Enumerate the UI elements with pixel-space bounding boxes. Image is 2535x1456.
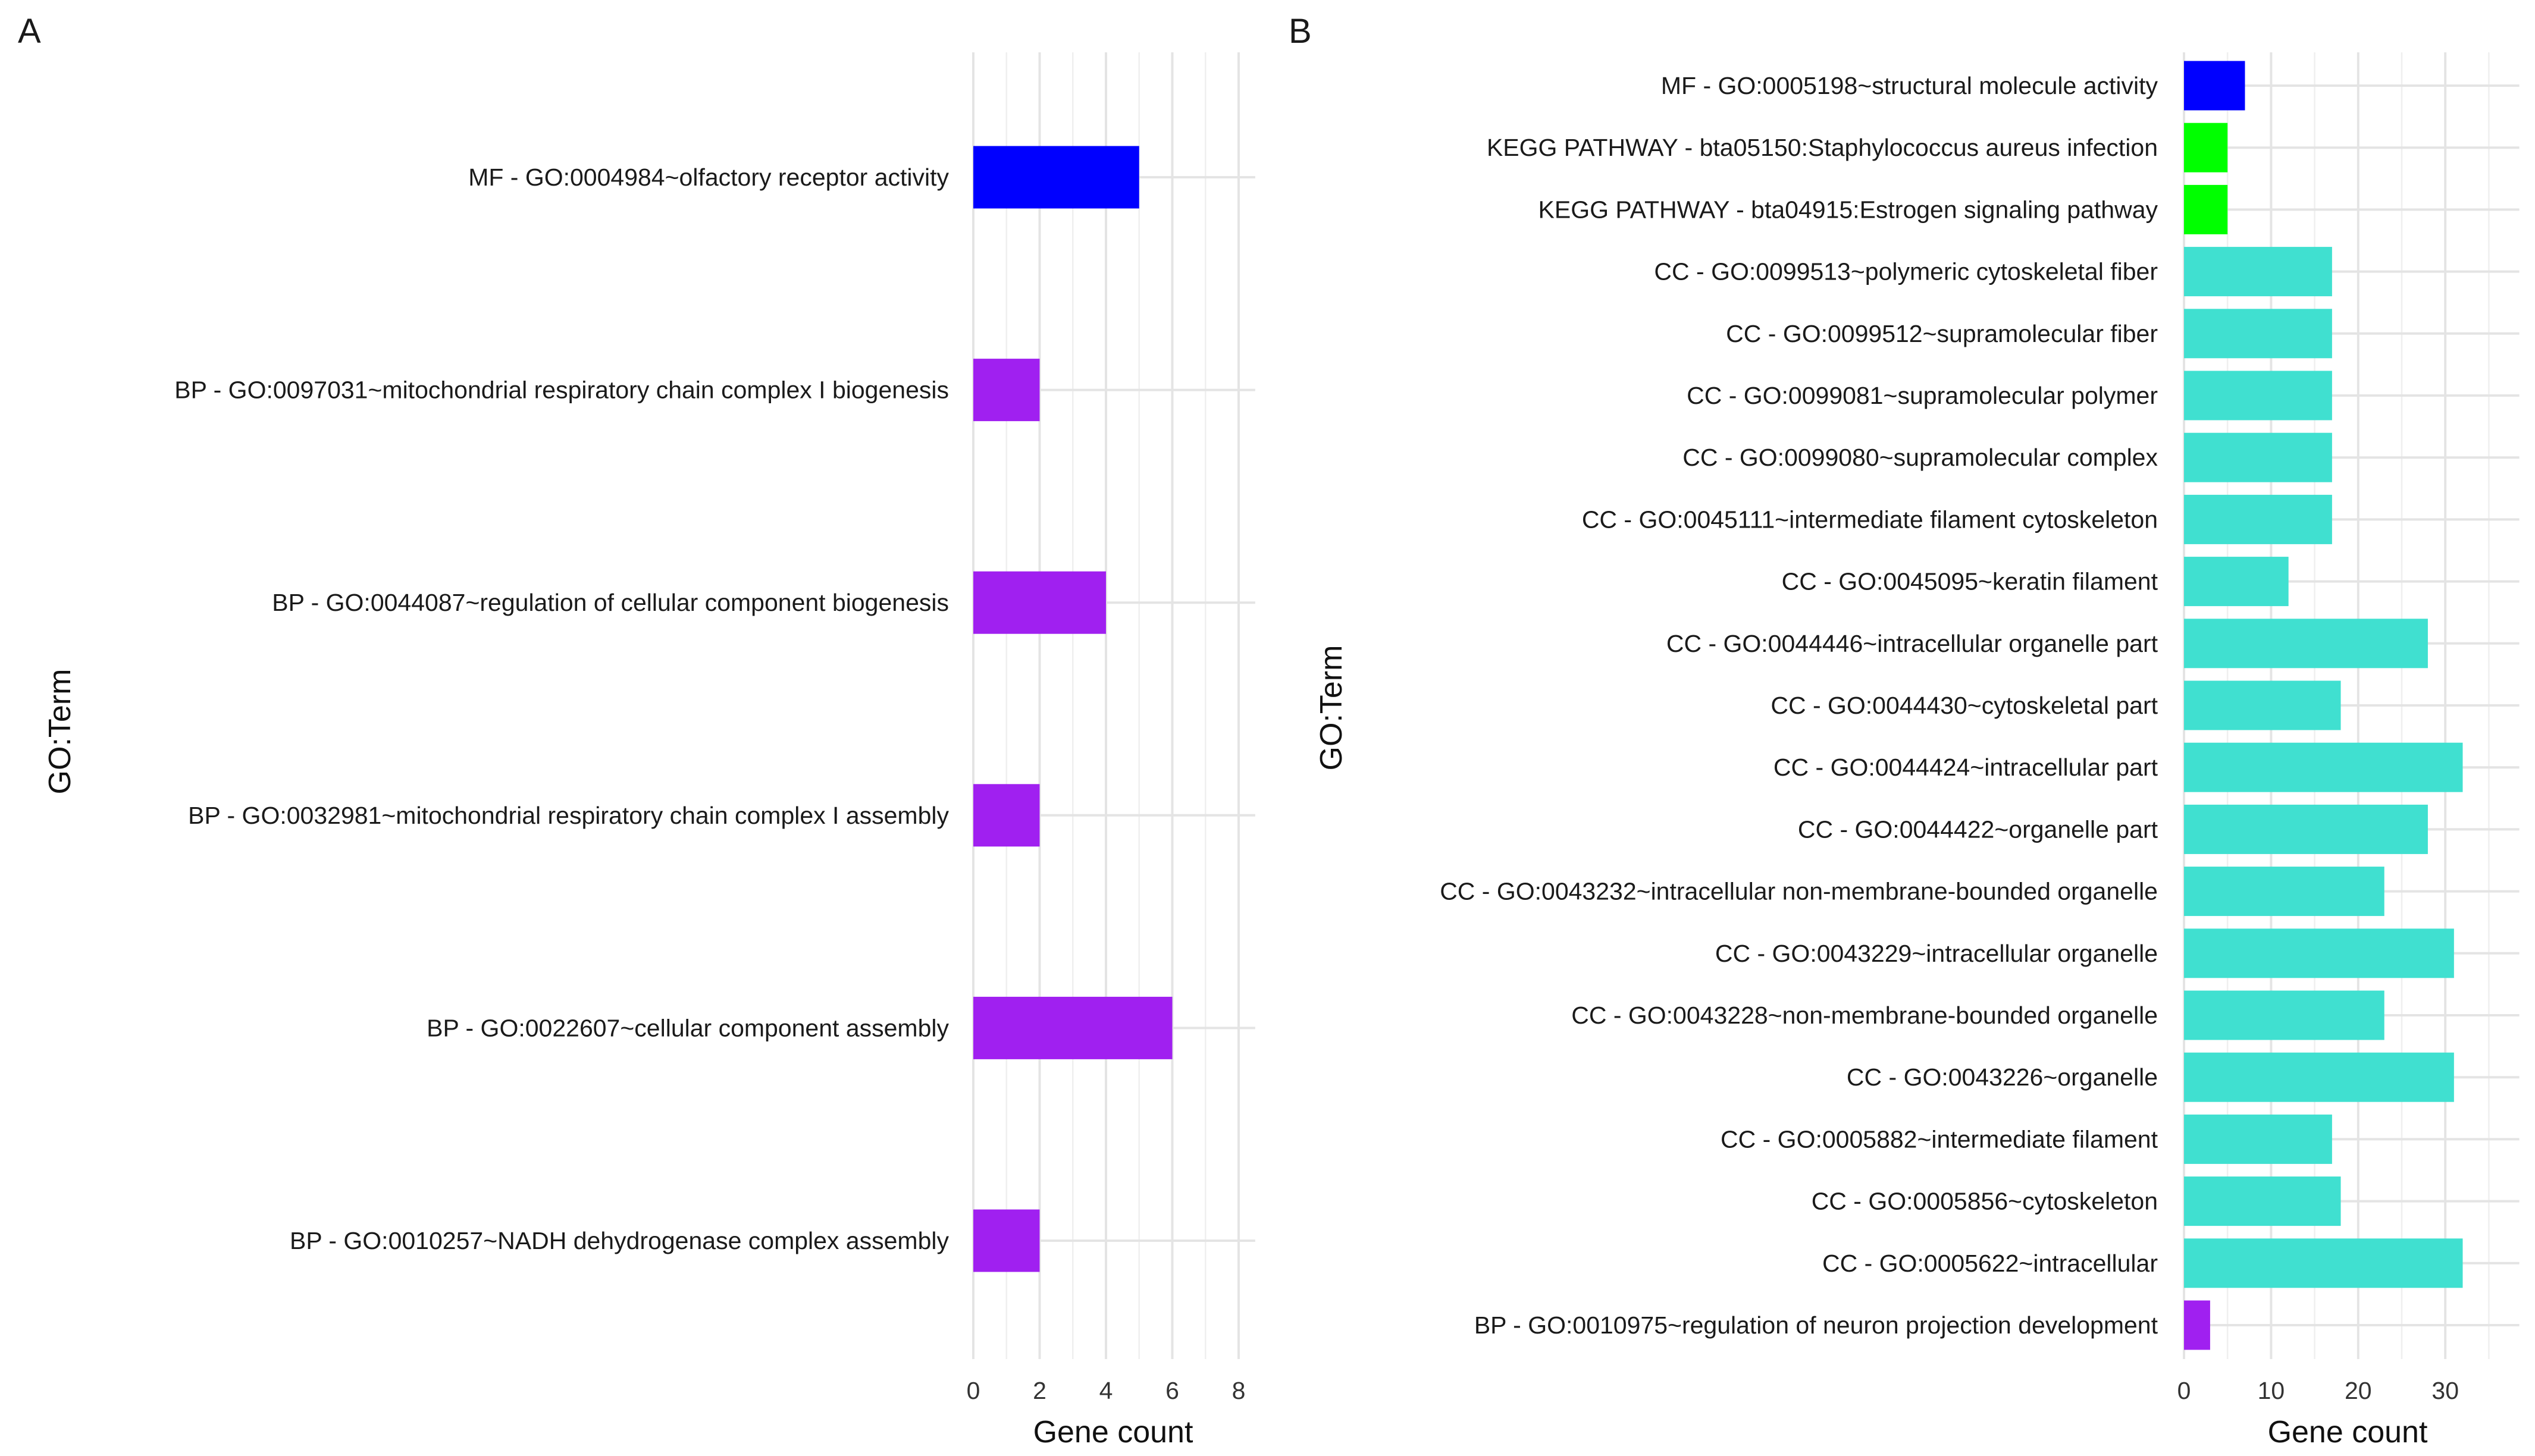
- panel-b-bar: [2184, 61, 2245, 111]
- panel-a-bar: [973, 146, 1139, 209]
- panel-b-category-label: CC - GO:0099512~supramolecular fiber: [1726, 320, 2158, 347]
- panel-b-bar: [2184, 494, 2332, 544]
- panel-a-bar: [973, 784, 1040, 847]
- panel-b-bar: [2184, 680, 2341, 730]
- panel-a-category-label: BP - GO:0044087~regulation of cellular c…: [272, 589, 949, 616]
- panel-a-bar: [973, 996, 1173, 1059]
- panel-b-bar: [2184, 1300, 2210, 1350]
- panel-a-category-labels: MF - GO:0004984~olfactory receptor activ…: [174, 164, 949, 1254]
- panel-b-bar: [2184, 867, 2384, 917]
- panel-a-category-label: MF - GO:0004984~olfactory receptor activ…: [468, 164, 949, 191]
- panel-b: B MF - GO:0005198~structural molecule ac…: [1289, 12, 2520, 1449]
- panel-b-x-tick-label: 20: [2345, 1377, 2372, 1404]
- panel-b-category-label: CC - GO:0043228~non-membrane-bounded org…: [1571, 1002, 2158, 1029]
- panel-a-letter: A: [18, 12, 41, 51]
- panel-a-category-label: BP - GO:0032981~mitochondrial respirator…: [188, 802, 949, 829]
- panel-b-category-label: CC - GO:0045111~intermediate filament cy…: [1582, 506, 2158, 533]
- panel-b-bar: [2184, 557, 2289, 607]
- panel-b-bars: [2184, 61, 2463, 1350]
- panel-b-category-label: CC - GO:0005856~cytoskeleton: [1812, 1188, 2158, 1215]
- panel-a-category-label: BP - GO:0010257~NADH dehydrogenase compl…: [290, 1227, 949, 1254]
- panel-a-bar: [973, 1209, 1040, 1272]
- panel-b-bar: [2184, 619, 2428, 669]
- panel-b-category-label: CC - GO:0044424~intracellular part: [1773, 754, 2158, 781]
- panel-b-category-label: CC - GO:0043229~intracellular organelle: [1715, 940, 2158, 967]
- panel-a-bar: [973, 571, 1106, 634]
- panel-b-bar: [2184, 1176, 2341, 1226]
- panel-b-category-label: CC - GO:0044446~intracellular organelle …: [1666, 630, 2158, 657]
- panel-b-category-labels: MF - GO:0005198~structural molecule acti…: [1440, 72, 2158, 1339]
- panel-b-bar: [2184, 1114, 2332, 1164]
- panel-a-x-tick-label: 4: [1099, 1377, 1113, 1404]
- panel-b-category-label: CC - GO:0099081~supramolecular polymer: [1687, 382, 2158, 409]
- panel-a-y-axis-title: GO:Term: [43, 669, 77, 795]
- panel-b-bar: [2184, 990, 2384, 1040]
- panel-b-bar: [2184, 1238, 2463, 1288]
- panel-a-bar: [973, 359, 1040, 422]
- panel-b-bar: [2184, 371, 2332, 421]
- panel-b-x-tick-label: 10: [2258, 1377, 2285, 1404]
- panel-a-x-tick-label: 8: [1232, 1377, 1246, 1404]
- panel-b-bar: [2184, 309, 2332, 359]
- panel-b-category-label: BP - GO:0010975~regulation of neuron pro…: [1474, 1311, 2158, 1339]
- panel-a-grid: [972, 52, 1255, 1359]
- panel-b-category-label: KEGG PATHWAY - bta04915:Estrogen signali…: [1538, 196, 2158, 223]
- panel-b-x-axis-title: Gene count: [2268, 1415, 2428, 1449]
- panel-b-bar: [2184, 928, 2454, 978]
- panel-b-x-tick-label: 0: [2177, 1377, 2191, 1404]
- panel-a-x-axis-title: Gene count: [1033, 1415, 1193, 1449]
- panel-b-category-label: CC - GO:0005882~intermediate filament: [1721, 1125, 2158, 1153]
- panel-b-category-label: KEGG PATHWAY - bta05150:Staphylococcus a…: [1487, 134, 2158, 161]
- panel-a: A MF - GO:0004984~olfactory receptor act…: [18, 12, 1255, 1449]
- panel-b-category-label: CC - GO:0005622~intracellular: [1822, 1250, 2158, 1277]
- panel-a-x-tick-label: 6: [1165, 1377, 1179, 1404]
- panel-b-bar: [2184, 247, 2332, 297]
- panel-a-category-label: BP - GO:0022607~cellular component assem…: [427, 1014, 949, 1041]
- panel-b-category-label: CC - GO:0043226~organelle: [1847, 1063, 2158, 1091]
- panel-b-letter: B: [1289, 12, 1312, 51]
- panel-b-x-tick-label: 30: [2431, 1377, 2459, 1404]
- panel-a-bars: [973, 146, 1173, 1272]
- panel-b-category-label: MF - GO:0005198~structural molecule acti…: [1661, 72, 2158, 99]
- panel-b-y-axis-title: GO:Term: [1314, 645, 1349, 771]
- panel-b-category-label: CC - GO:0045095~keratin filament: [1782, 568, 2158, 595]
- panel-b-bar: [2184, 804, 2428, 854]
- panel-a-category-label: BP - GO:0097031~mitochondrial respirator…: [174, 376, 949, 404]
- panel-a-x-tick-label: 2: [1033, 1377, 1046, 1404]
- panel-b-bar: [2184, 742, 2463, 792]
- panel-a-x-tick-label: 0: [967, 1377, 980, 1404]
- panel-b-category-label: CC - GO:0044422~organelle part: [1798, 815, 2158, 843]
- panel-b-bar: [2184, 432, 2332, 482]
- panel-b-x-ticks: 0 10 20 30: [2177, 1377, 2459, 1404]
- panel-b-bar: [2184, 123, 2228, 172]
- panel-b-category-label: CC - GO:0099080~supramolecular complex: [1682, 444, 2158, 471]
- panel-b-bar: [2184, 184, 2228, 234]
- panel-a-x-ticks: 0 2 4 6 8: [967, 1377, 1246, 1404]
- panel-b-category-label: CC - GO:0043232~intracellular non-membra…: [1440, 878, 2158, 905]
- panel-b-bar: [2184, 1052, 2454, 1102]
- panel-b-category-label: CC - GO:0044430~cytoskeletal part: [1771, 692, 2158, 719]
- panel-b-category-label: CC - GO:0099513~polymeric cytoskeletal f…: [1654, 258, 2158, 285]
